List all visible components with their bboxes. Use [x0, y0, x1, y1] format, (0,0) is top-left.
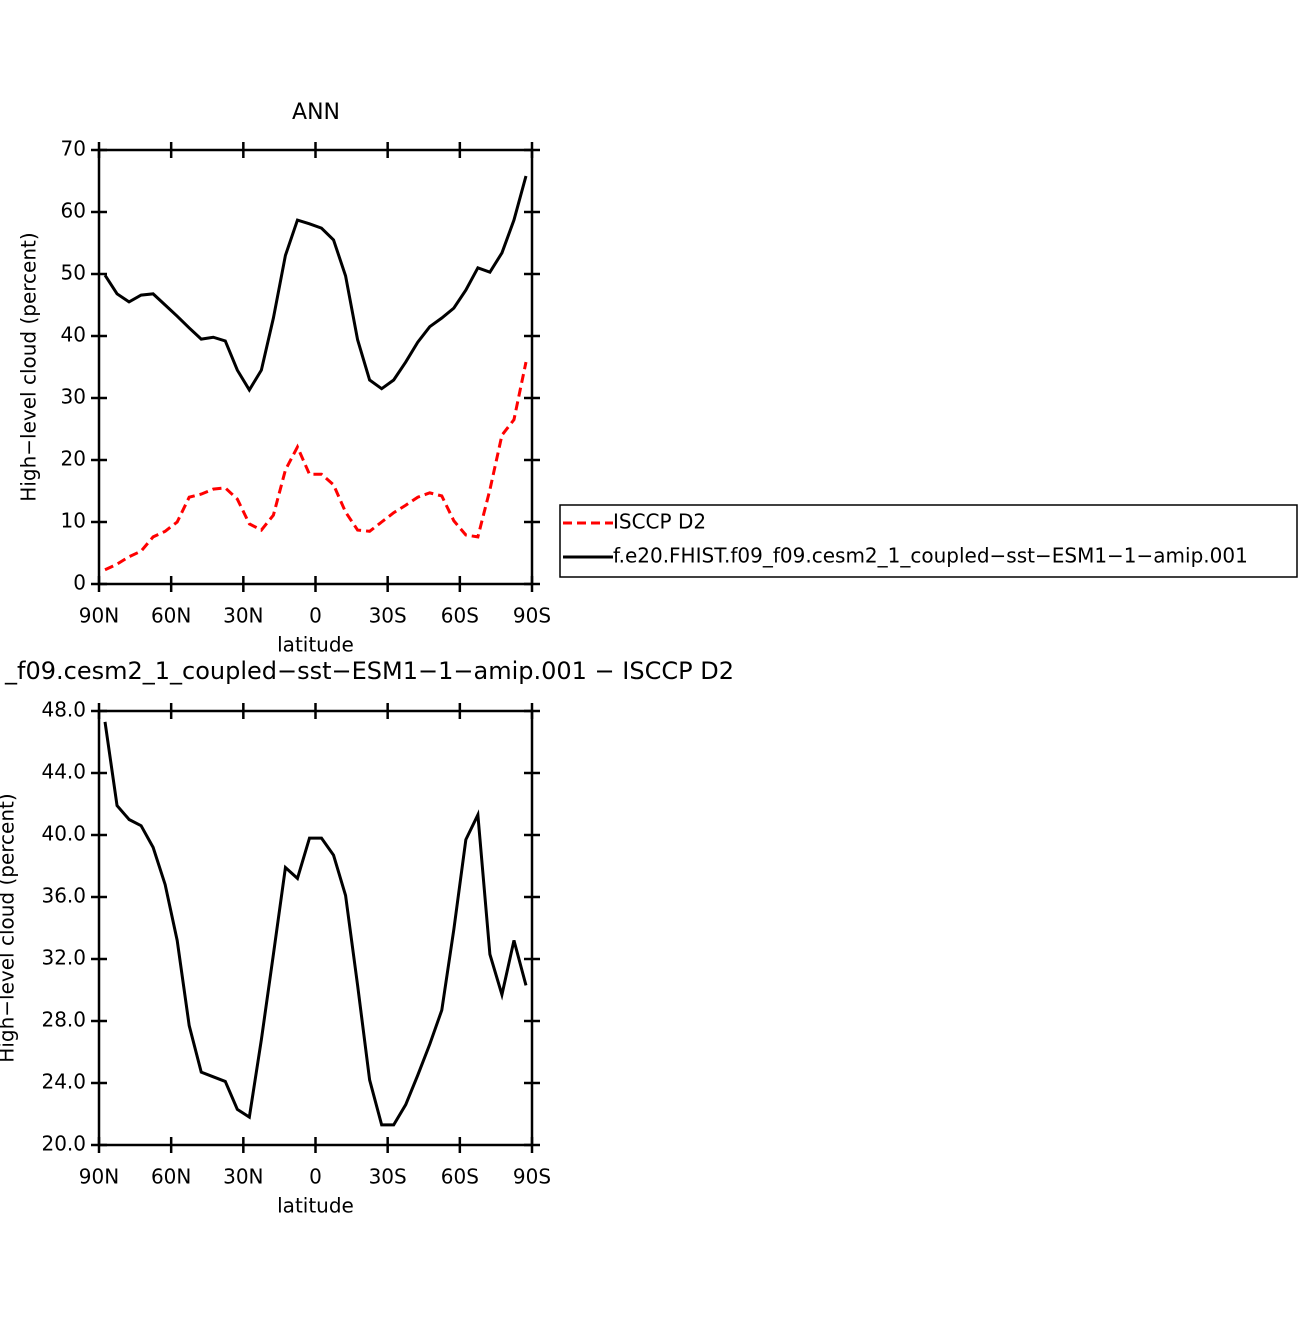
y-tick-label: 60: [61, 199, 86, 223]
data-line: [103, 175, 528, 393]
x-tick-label: 60S: [441, 1165, 479, 1189]
x-axis-label: latitude: [277, 633, 354, 657]
x-tick-label: 0: [309, 1165, 322, 1189]
x-tick-label: 60N: [151, 604, 191, 628]
plot-frame: [97, 709, 534, 1147]
x-tick-label: 30S: [369, 604, 407, 628]
legend: ISCCP D2 f.e20.FHIST.f09_f09.cesm2_1_coup…: [559, 504, 1298, 578]
y-tick-label: 20: [61, 447, 86, 471]
y-tick-label: 28.0: [41, 1008, 86, 1032]
y-tick-label: 40.0: [41, 822, 86, 846]
chart-title: _f09.cesm2_1_coupled−sst−ESM1−1−amip.001…: [4, 657, 734, 685]
chart-title: ANN: [292, 100, 340, 125]
x-tick-label: 60S: [441, 604, 479, 628]
x-tick-label: 30S: [369, 1165, 407, 1189]
data-line: [103, 721, 528, 1127]
x-tick-label: 90N: [79, 1165, 119, 1189]
y-tick-label: 0: [73, 571, 86, 595]
plot-frame: [97, 148, 534, 586]
y-tick-label: 44.0: [41, 760, 86, 784]
x-tick-label: 30N: [223, 604, 263, 628]
legend-label: ISCCP D2: [613, 510, 706, 534]
x-tick-label: 0: [309, 604, 322, 628]
x-tick-label: 60N: [151, 1165, 191, 1189]
y-tick-label: 70: [61, 137, 86, 161]
y-tick-label: 30: [61, 385, 86, 409]
y-tick-label: 32.0: [41, 946, 86, 970]
y-axis-label: High−level cloud (percent): [17, 232, 41, 501]
y-tick-label: 40: [61, 323, 86, 347]
y-tick-label: 24.0: [41, 1070, 86, 1094]
y-tick-label: 50: [61, 261, 86, 285]
legend-box: [559, 504, 1298, 578]
y-tick-label: 20.0: [41, 1132, 86, 1156]
x-tick-label: 90S: [513, 1165, 551, 1189]
x-tick-label: 90N: [79, 604, 119, 628]
x-tick-label: 90S: [513, 604, 551, 628]
y-axis-label: High−level cloud (percent): [0, 793, 19, 1062]
data-line: [104, 361, 528, 572]
y-tick-label: 48.0: [41, 698, 86, 722]
y-tick-label: 10: [61, 509, 86, 533]
y-tick-label: 36.0: [41, 884, 86, 908]
x-tick-label: 30N: [223, 1165, 263, 1189]
x-axis-label: latitude: [277, 1194, 354, 1218]
legend-label: f.e20.FHIST.f09_f09.cesm2_1_coupled−sst−…: [613, 544, 1248, 568]
